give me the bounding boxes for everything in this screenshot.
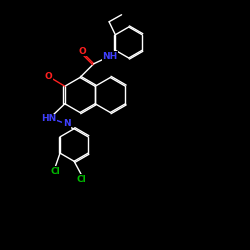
Text: HN: HN bbox=[41, 114, 56, 123]
Text: Cl: Cl bbox=[51, 166, 60, 175]
Text: O: O bbox=[78, 47, 86, 56]
Text: NH: NH bbox=[102, 52, 118, 61]
Text: Cl: Cl bbox=[76, 175, 86, 184]
Text: N: N bbox=[63, 119, 70, 128]
Text: O: O bbox=[44, 72, 52, 81]
